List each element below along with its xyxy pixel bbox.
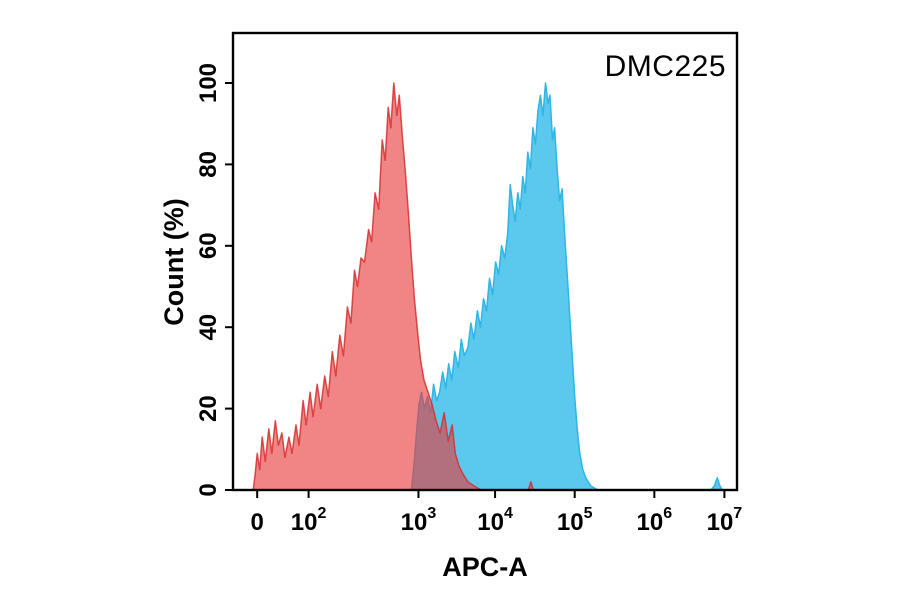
blue-histogram-area	[710, 477, 724, 491]
y-axis-ticks: 0 20 40 60 80 100	[195, 63, 233, 497]
annotation-label: DMC225	[605, 50, 726, 83]
x-tick-label: 0	[251, 509, 264, 536]
y-tick-label: 40	[195, 314, 222, 341]
y-tick-label: 0	[195, 483, 222, 496]
x-tick-label: 103	[401, 505, 437, 536]
x-axis-ticks: 0 102 103 104 105 106 107	[251, 490, 743, 536]
x-tick-label: 104	[477, 505, 513, 536]
plot-border	[231, 31, 739, 492]
x-tick-label: 105	[557, 505, 593, 536]
x-axis-label: APC-A	[442, 552, 528, 582]
x-tick-label: 107	[707, 505, 743, 536]
y-tick-label: 100	[195, 63, 222, 103]
y-tick-label: 80	[195, 151, 222, 178]
y-tick-label: 20	[195, 395, 222, 422]
x-tick-label: 102	[291, 505, 327, 536]
red-histogram-area	[252, 82, 482, 491]
blue-histogram-area	[410, 82, 599, 491]
y-axis-label: Count (%)	[159, 198, 189, 325]
histogram-series-layer	[252, 82, 724, 491]
x-tick-label: 106	[637, 505, 673, 536]
y-tick-label: 60	[195, 232, 222, 259]
